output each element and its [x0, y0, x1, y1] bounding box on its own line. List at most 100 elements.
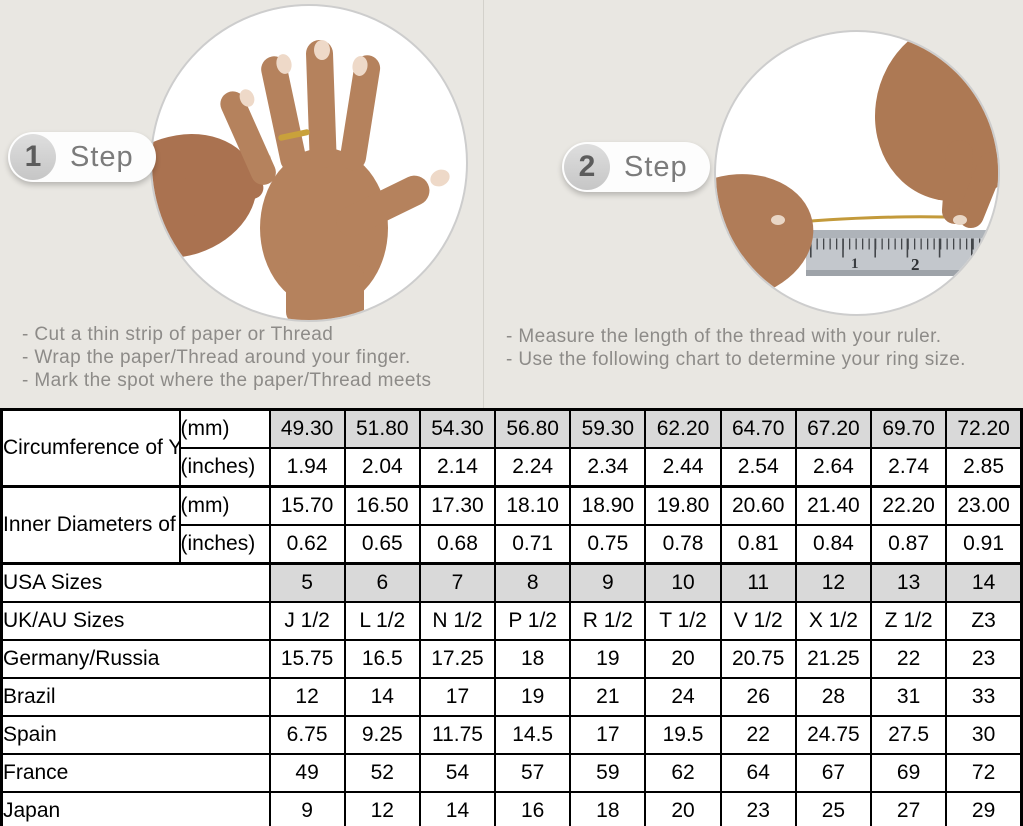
cell: 62 — [644, 753, 722, 793]
cell: 22.20 — [869, 485, 948, 526]
cell: 9 — [569, 562, 647, 603]
cell: 14 — [343, 677, 421, 717]
cell: 27.5 — [869, 715, 948, 755]
cell: 67.20 — [794, 408, 873, 449]
table-row-usa: USA Sizes 5 6 7 8 9 10 11 12 13 14 — [0, 562, 1023, 603]
row-header-diameters: Inner Diameters of Rings — [0, 485, 181, 565]
row-header-brazil: Brazil — [0, 677, 271, 717]
step1-label: Step — [70, 140, 134, 173]
cell: 22 — [719, 715, 797, 755]
cell: 11.75 — [418, 715, 497, 755]
cell: 31 — [869, 677, 948, 717]
cell: 49.30 — [268, 408, 346, 449]
cell: N 1/2 — [418, 601, 497, 641]
table-row-circumference-inches: (inches) 1.94 2.04 2.14 2.24 2.34 2.44 2… — [2, 447, 1023, 488]
instruction-line: - Wrap the paper/Thread around your fing… — [22, 347, 411, 368]
cell: 51.80 — [343, 408, 421, 449]
cell: 23.00 — [945, 485, 1023, 526]
cell: 20 — [644, 791, 722, 826]
cell: 16 — [494, 791, 572, 826]
cell: 0.81 — [719, 524, 797, 565]
cell: 23 — [719, 791, 797, 826]
cell: 10 — [644, 562, 722, 603]
cell: R 1/2 — [569, 601, 647, 641]
cell: 20 — [644, 639, 722, 679]
cell: L 1/2 — [343, 601, 421, 641]
cell: 19.5 — [644, 715, 722, 755]
cell: T 1/2 — [644, 601, 722, 641]
cell: 64 — [719, 753, 797, 793]
cell: 15.70 — [268, 485, 346, 526]
cell: 64.70 — [719, 408, 797, 449]
cell: 19 — [494, 677, 572, 717]
table-row-france: France 49 52 54 57 59 62 64 67 69 72 — [0, 753, 1023, 793]
cell: 14 — [945, 562, 1023, 603]
cell: 17.30 — [418, 485, 497, 526]
cell: 0.78 — [644, 524, 722, 565]
cell: 12 — [794, 562, 873, 603]
cell: 69 — [869, 753, 948, 793]
table-row-spain: Spain 6.75 9.25 11.75 14.5 17 19.5 22 24… — [0, 715, 1023, 755]
cell: 25 — [794, 791, 873, 826]
cell: 59 — [569, 753, 647, 793]
cell: 62.20 — [644, 408, 722, 449]
cell: 18.10 — [494, 485, 572, 526]
svg-text:3: 3 — [968, 256, 976, 273]
ring-size-table: Circumference of Your Finger (mm) 49.30 … — [0, 408, 1023, 826]
cell: V 1/2 — [719, 601, 797, 641]
cell: 72.20 — [945, 408, 1023, 449]
cell: 0.62 — [268, 524, 346, 565]
cell: 0.68 — [418, 524, 497, 565]
cell: 6 — [343, 562, 421, 603]
cell: 24.75 — [794, 715, 873, 755]
instruction-line: - Measure the length of the thread with … — [506, 326, 942, 347]
cell: 20.60 — [719, 485, 797, 526]
hand-with-thread-photo — [152, 40, 450, 320]
cell: 17 — [569, 715, 647, 755]
cell: 2.04 — [343, 447, 421, 488]
cell: 0.87 — [869, 524, 948, 565]
cell: 72 — [945, 753, 1023, 793]
cell: 69.70 — [869, 408, 948, 449]
cell: 14 — [418, 791, 497, 826]
cell: 13 — [869, 562, 948, 603]
cell: 56.80 — [494, 408, 572, 449]
cell: 2.44 — [644, 447, 722, 488]
cell: X 1/2 — [794, 601, 873, 641]
table-row-japan: Japan 9 12 14 16 18 20 23 25 27 29 — [0, 791, 1023, 826]
row-header-ukau: UK/AU Sizes — [0, 601, 271, 641]
cell: 1.94 — [268, 447, 346, 488]
cell: 49 — [268, 753, 346, 793]
cell: 0.65 — [343, 524, 421, 565]
table-row-diameter-mm: Inner Diameters of Rings (mm) 15.70 16.5… — [0, 485, 1023, 565]
row-header-usa: USA Sizes — [0, 562, 271, 603]
svg-text:1: 1 — [851, 256, 859, 272]
cell: 5 — [268, 562, 346, 603]
unit-label: (inches) — [178, 524, 271, 565]
cell: 23 — [945, 639, 1023, 679]
row-header-japan: Japan — [0, 791, 271, 826]
cell: 57 — [494, 753, 572, 793]
cell: 15.75 — [268, 639, 346, 679]
cell: 19 — [569, 639, 647, 679]
cell: 59.30 — [569, 408, 647, 449]
cell: 16.50 — [343, 485, 421, 526]
step2-photo-circle: 1 2 3 — [714, 30, 1000, 316]
unit-label: (inches) — [178, 447, 271, 488]
cell: 21.40 — [794, 485, 873, 526]
table-row-germany: Germany/Russia 15.75 16.5 17.25 18 19 20… — [0, 639, 1023, 679]
size-chart: Circumference of Your Finger (mm) 49.30 … — [0, 408, 1023, 826]
cell: 28 — [794, 677, 873, 717]
table-row-ukau: UK/AU Sizes J 1/2 L 1/2 N 1/2 P 1/2 R 1/… — [0, 601, 1023, 641]
instruction-line: - Mark the spot where the paper/Thread m… — [22, 370, 432, 391]
row-header-spain: Spain — [0, 715, 271, 755]
cell: 18 — [494, 639, 572, 679]
gold-ring — [278, 129, 310, 141]
row-header-france: France — [0, 753, 271, 793]
cell: 22 — [869, 639, 948, 679]
cell: P 1/2 — [494, 601, 572, 641]
cell: 21 — [569, 677, 647, 717]
step1-number: 1 — [10, 134, 56, 180]
row-header-circumference: Circumference of Your Finger — [0, 408, 181, 488]
